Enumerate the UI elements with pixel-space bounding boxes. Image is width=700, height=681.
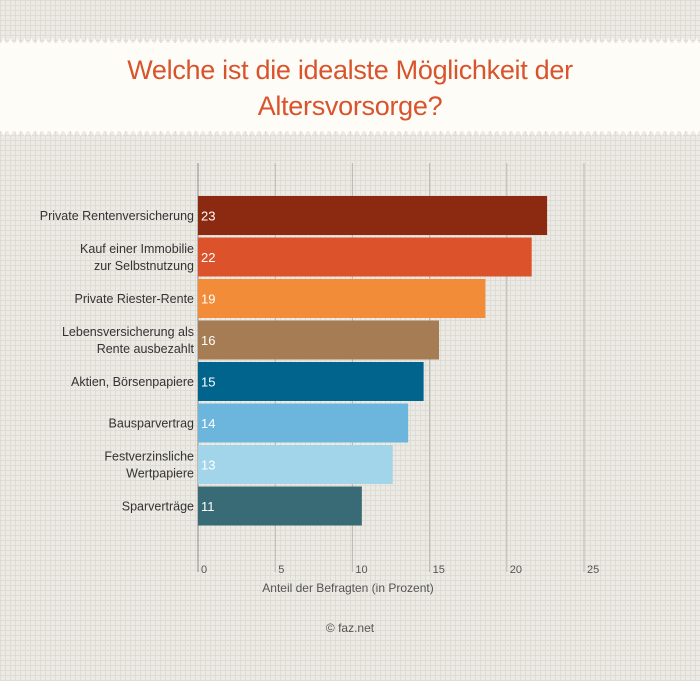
bar [198, 320, 440, 360]
bar-value-label: 22 [201, 250, 215, 265]
x-tick-label: 20 [510, 564, 522, 576]
x-axis-label: Anteil der Befragten (in Prozent) [262, 581, 433, 595]
category-label: Aktien, Börsenpapiere [71, 375, 194, 389]
bar [198, 445, 393, 484]
bar [198, 237, 532, 277]
category-label: Wertpapiere [126, 467, 194, 481]
x-tick-label: 25 [587, 564, 599, 576]
category-label: Private Rentenversicherung [40, 209, 194, 223]
category-label: Rente ausbezahlt [97, 342, 195, 356]
category-label: Sparverträge [122, 500, 194, 514]
bar-value-label: 14 [201, 416, 215, 431]
x-tick-label: 15 [433, 564, 445, 576]
category-label: Lebensversicherung als [62, 325, 194, 339]
bar-value-label: 23 [201, 209, 215, 224]
bar [198, 196, 548, 235]
category-label: Private Riester-Rente [75, 292, 195, 306]
bar-value-label: 16 [201, 333, 215, 348]
bar-value-label: 13 [201, 458, 215, 473]
chart-title: Welche ist die idealste Möglichkeit der … [0, 52, 700, 124]
chart-title-line-1: Welche ist die idealste Möglichkeit der [127, 55, 573, 85]
title-banner [0, 43, 700, 131]
category-label: Bausparvertrag [109, 417, 195, 431]
x-tick-label: 5 [278, 564, 284, 576]
chart-title-line-2: Altersvorsorge? [257, 91, 443, 121]
bar [198, 403, 409, 443]
bar-value-label: 11 [201, 499, 215, 514]
category-label: Festverzinsliche [104, 450, 194, 464]
bar [198, 362, 424, 401]
x-tick-label: 0 [201, 564, 207, 576]
bar-value-label: 15 [201, 375, 215, 390]
source-credit: © faz.net [325, 621, 375, 635]
category-label: zur Selbstnutzung [94, 259, 194, 273]
bar [198, 279, 486, 318]
bar-value-label: 19 [201, 292, 215, 307]
bar [198, 486, 362, 526]
category-label: Kauf einer Immobilie [80, 242, 194, 256]
x-tick-label: 10 [355, 564, 367, 576]
